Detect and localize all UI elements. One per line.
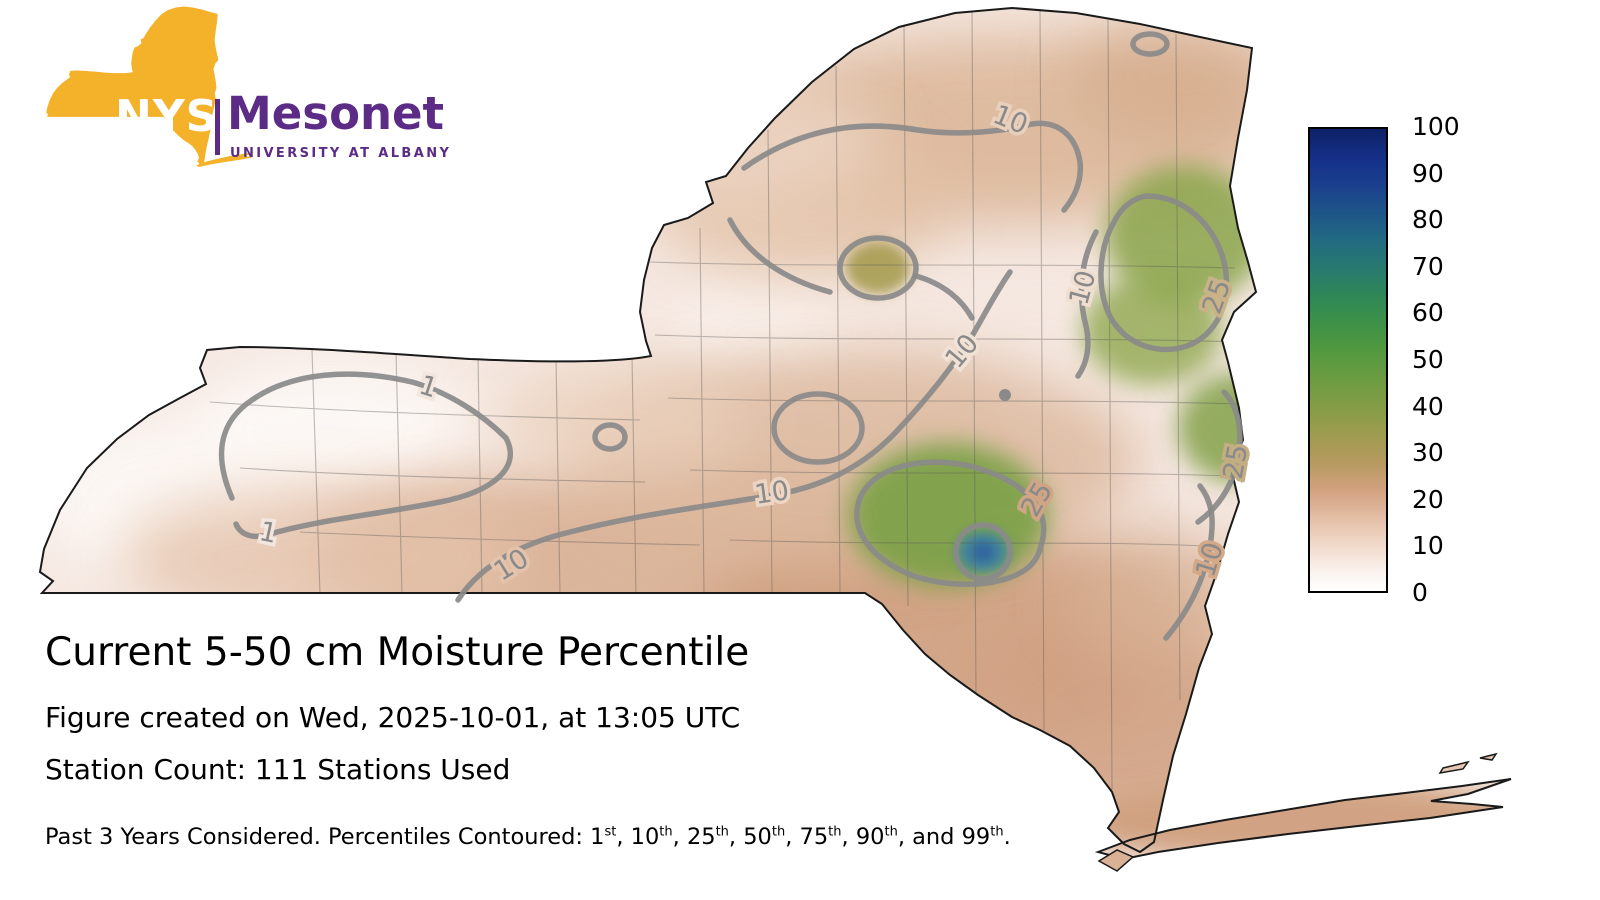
colorbar-tick: 90 — [1412, 158, 1444, 188]
colorbar-tick: 100 — [1412, 112, 1460, 141]
station-dot — [999, 389, 1011, 401]
colorbar-tick: 30 — [1412, 438, 1444, 468]
contour-lines — [218, 31, 1243, 641]
colorbar-tick: 0 — [1412, 577, 1428, 607]
colorbar-tick: 60 — [1412, 298, 1444, 328]
station-count-line: Station Count: 111 Stations Used — [45, 753, 511, 786]
nys-mesonet-logo: NYS Mesonet UNIVERSITY AT ALBANY — [45, 5, 465, 185]
state-outline — [39, 7, 1512, 872]
footer-intro: Past 3 Years Considered. Percentiles Con… — [45, 824, 591, 850]
colorbar-tick: 70 — [1412, 251, 1444, 281]
colorbar-tick: 50 — [1412, 344, 1444, 374]
county-borders — [209, 9, 1241, 791]
colorbar-tick: 40 — [1412, 391, 1444, 421]
colorbar-tick: 20 — [1412, 484, 1444, 514]
contour-label: 25 — [1218, 442, 1254, 481]
logo-university-text: UNIVERSITY AT ALBANY — [230, 146, 452, 161]
ny-state-logo-icon — [46, 6, 255, 168]
figure-created-line: Figure created on Wed, 2025-10-01, at 13… — [45, 701, 741, 734]
figure-title: Current 5-50 cm Moisture Percentile — [45, 630, 750, 675]
contour-label: 10 — [753, 475, 791, 510]
logo-mesonet-text: Mesonet — [227, 87, 445, 140]
logo-nys-text: NYS — [115, 91, 219, 142]
colorbar-tick: 10 — [1412, 531, 1444, 561]
colorbar-tick: 80 — [1412, 205, 1444, 235]
colorbar-gradient — [1308, 127, 1388, 593]
logo-divider — [215, 99, 220, 155]
colorbar-ticks: 100 90 80 70 60 50 40 30 20 10 0 — [1412, 113, 1460, 607]
footer-note: Past 3 Years Considered. Percentiles Con… — [45, 824, 1011, 850]
